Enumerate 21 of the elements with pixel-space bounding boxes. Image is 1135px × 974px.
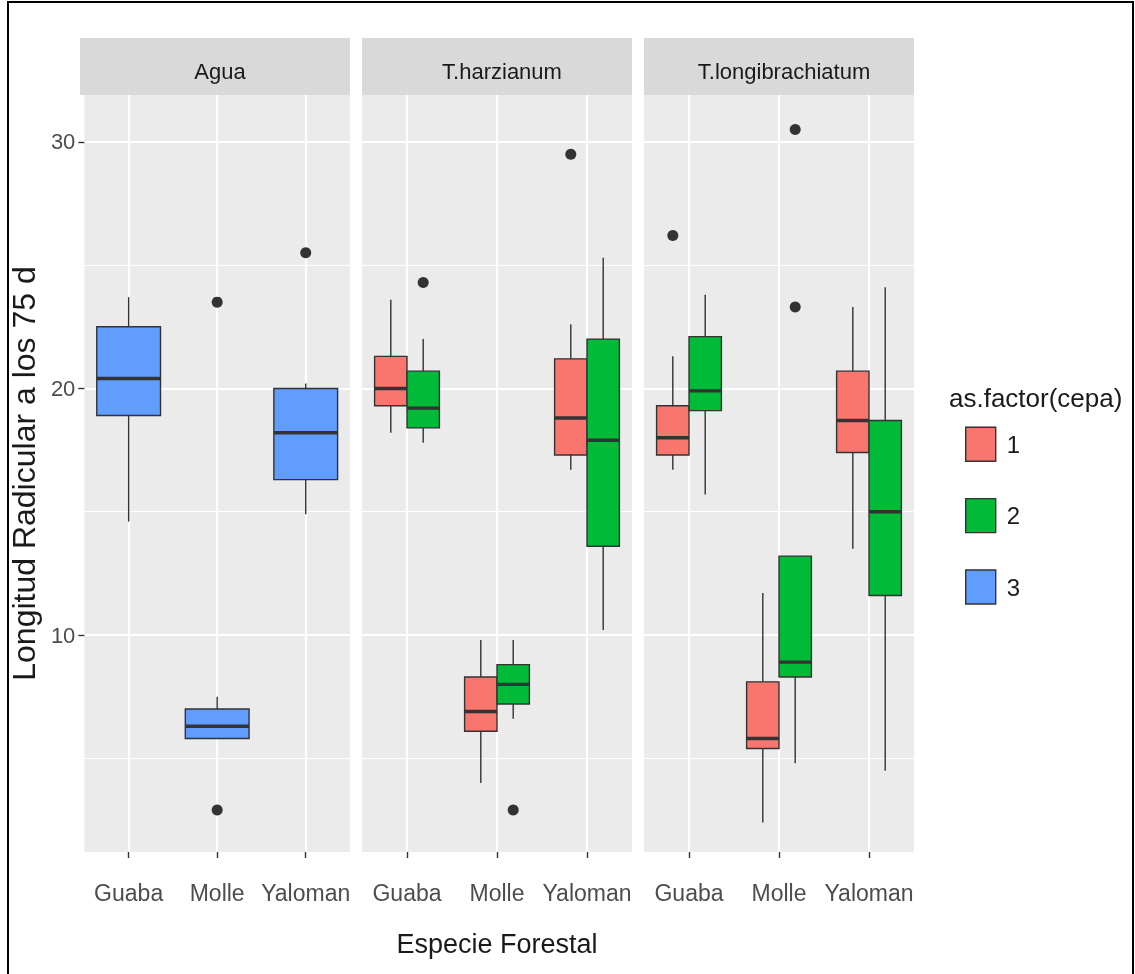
x-tick-label: Guaba [94, 879, 164, 906]
x-tick-label: Molle [469, 879, 525, 906]
x-tick-label: Yaloman [824, 879, 914, 906]
legend-label: 1 [1006, 430, 1021, 458]
y-tick-label: 20 [50, 375, 76, 401]
legend-label: 3 [1006, 573, 1021, 601]
legend-title: as.factor(cepa) [949, 382, 1123, 413]
x-tick-label: Molle [189, 879, 245, 906]
x-tick-label: Guaba [372, 879, 442, 906]
x-tick-label: Yaloman [261, 879, 351, 906]
x-tick-label: Molle [751, 879, 807, 906]
y-tick-label: 10 [50, 622, 76, 648]
y-tick-label: 30 [50, 129, 76, 155]
chart-title: T.longibrachiatum [697, 59, 871, 84]
chart-title: T.harzianum [442, 59, 562, 84]
x-axis-title: Especie Forestal [396, 928, 598, 959]
x-tick-label: Guaba [654, 879, 724, 906]
y-axis-title: Longitud Radicular a los 75 d [6, 266, 42, 681]
chart-title: Agua [194, 59, 247, 84]
x-tick-label: Yaloman [542, 879, 632, 906]
legend-label: 2 [1006, 502, 1021, 530]
